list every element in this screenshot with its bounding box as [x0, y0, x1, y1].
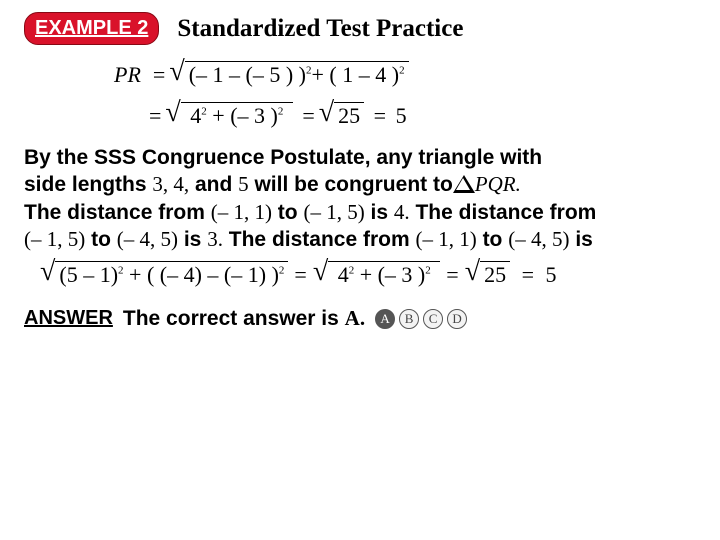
body-text: By the SSS Congruence Postulate, any tri…: [24, 145, 696, 253]
pt4: (– 4, 5): [117, 227, 178, 251]
pqr-label: PQR.: [475, 172, 521, 196]
eq2-plus: + (– 3 ): [207, 103, 278, 128]
math-block-2: √ (5 – 1)2 + ( (– 4) – (– 1) )2 = √ 42 +…: [40, 261, 696, 288]
radical-icon: √: [313, 261, 328, 283]
equals-2: =: [149, 103, 161, 129]
sqrt25-2: 25: [480, 261, 510, 288]
body-line3d: The distance from: [410, 201, 597, 224]
choice-c: C: [423, 309, 443, 329]
radical-icon: √: [169, 61, 184, 83]
body-line2a: side lengths: [24, 173, 152, 196]
example-badge: EXAMPLE 2: [24, 12, 159, 45]
body-line4a: to: [85, 228, 117, 251]
choice-a: A: [375, 309, 395, 329]
m2-result: 5: [545, 262, 556, 288]
equals-5: =: [294, 262, 306, 288]
sqrt4-content: (5 – 1)2 + ( (– 4) – (– 1) )2: [55, 261, 288, 288]
sqrt-3: √ 25: [319, 102, 364, 129]
pt2: (– 1, 5): [303, 200, 364, 224]
sqrt-6: √ 25: [465, 261, 510, 288]
pr-label: PR: [114, 62, 141, 88]
body-line3b: to: [272, 201, 304, 224]
sqrt-2: √ 42 + (– 3 )2: [165, 102, 292, 129]
body-line3c: is: [365, 201, 394, 224]
eq2-sup2: 2: [278, 106, 284, 118]
radical-icon: √: [165, 102, 180, 124]
radical-icon: √: [40, 261, 55, 283]
equals-1: =: [153, 62, 165, 88]
eq2-result: 5: [396, 103, 407, 129]
pt3: (– 1, 5): [24, 227, 85, 251]
d1: 4.: [394, 200, 410, 224]
radical-icon: √: [319, 102, 334, 124]
eq1-expr: (– 1 – (– 5 ) ): [189, 62, 306, 87]
body-line2c: will be congruent to: [249, 173, 453, 196]
sqrt1-content: (– 1 – (– 5 ) )2+ ( 1 – 4 )2: [185, 61, 409, 88]
triangle-icon: [453, 175, 475, 193]
equals-4: =: [368, 103, 391, 129]
math-line-1: PR = √ (– 1 – (– 5 ) )2+ ( 1 – 4 )2: [114, 61, 696, 88]
eq2-expr: 4: [190, 103, 201, 128]
body-line3a: The distance from: [24, 201, 211, 224]
m2-expr4: + (– 3 ): [354, 262, 425, 287]
m2-expr3: 4: [338, 262, 349, 287]
sqrt-5: √ 42 + (– 3 )2: [313, 261, 440, 288]
choice-d: D: [447, 309, 467, 329]
nums1: 3, 4,: [152, 172, 189, 196]
equals-6: =: [446, 262, 458, 288]
sqrt-1: √ (– 1 – (– 5 ) )2+ ( 1 – 4 )2: [169, 61, 408, 88]
equals-7: =: [516, 262, 539, 288]
m2-expr1: (5 – 1): [59, 262, 118, 287]
answer-text-part: The correct answer is: [123, 307, 345, 330]
header: EXAMPLE 2 Standardized Test Practice: [24, 12, 696, 45]
m2-sup4: 2: [425, 265, 431, 277]
pt1: (– 1, 1): [211, 200, 272, 224]
body-line4b: is: [178, 228, 207, 251]
sqrt2-content: 42 + (– 3 )2: [181, 102, 293, 129]
sqrt25-1: 25: [334, 102, 364, 129]
body-line2b: and: [189, 173, 238, 196]
m2-expr2: + ( (– 4) – (– 1) ): [124, 262, 279, 287]
answer-text: The correct answer is A.: [123, 306, 365, 331]
choice-b: B: [399, 309, 419, 329]
body-line4e: is: [569, 228, 592, 251]
answer-choices: A B C D: [375, 309, 467, 329]
eq1-plus: + ( 1 – 4 ): [312, 62, 400, 87]
sqrt5-content: 42 + (– 3 )2: [328, 261, 440, 288]
body-line4d: to: [477, 228, 509, 251]
page-title: Standardized Test Practice: [177, 15, 463, 43]
answer-label: ANSWER: [24, 307, 113, 330]
equals-3: =: [297, 103, 315, 129]
d2: 3.: [207, 227, 223, 251]
pt5: (– 1, 1): [415, 227, 476, 251]
body-line1a: By the SSS Congruence Postulate, any tri…: [24, 146, 542, 169]
pt6: (– 4, 5): [508, 227, 569, 251]
m2-sup2: 2: [279, 265, 285, 277]
sqrt-4: √ (5 – 1)2 + ( (– 4) – (– 1) )2: [40, 261, 288, 288]
answer-letter: A.: [345, 306, 365, 330]
math-block-1: PR = √ (– 1 – (– 5 ) )2+ ( 1 – 4 )2 = √ …: [114, 61, 696, 129]
nums2: 5: [238, 172, 249, 196]
radical-icon: √: [465, 261, 480, 283]
answer-row: ANSWER The correct answer is A. A B C D: [24, 306, 696, 331]
math-line-2: = √ 42 + (– 3 )2 = √ 25 = 5: [149, 102, 696, 129]
body-line4c: The distance from: [223, 228, 416, 251]
eq1-sup2: 2: [399, 65, 405, 77]
